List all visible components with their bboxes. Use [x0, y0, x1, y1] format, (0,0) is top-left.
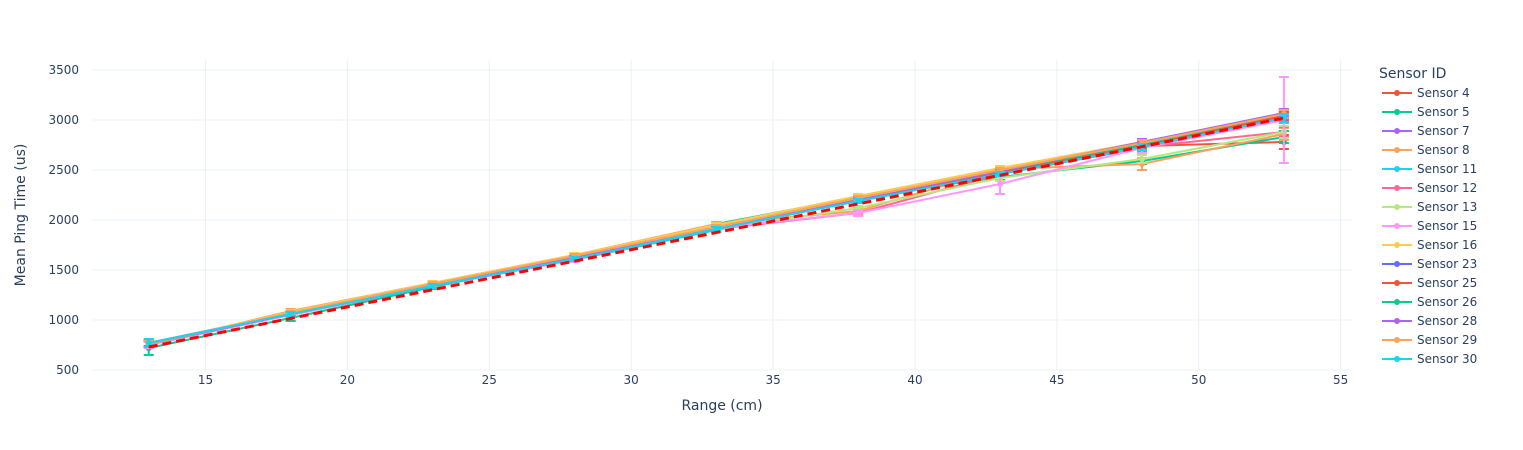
data-point — [855, 210, 862, 216]
data-point — [145, 340, 152, 346]
legend-swatch-marker — [1394, 223, 1400, 229]
y-axis-title: Mean Ping Time (us) — [13, 144, 29, 287]
data-point — [997, 181, 1004, 187]
data-point — [1139, 156, 1145, 162]
legend-title: Sensor ID — [1379, 66, 1446, 82]
legend-item: Sensor 23 — [1382, 257, 1477, 271]
legend-item: Sensor 16 — [1382, 238, 1477, 252]
legend-label: Sensor 28 — [1417, 314, 1477, 328]
x-tick-label: 55 — [1333, 373, 1348, 387]
legend-item: Sensor 25 — [1382, 276, 1477, 290]
data-point — [287, 311, 294, 317]
legend-item: Sensor 4 — [1382, 86, 1470, 100]
data-point — [429, 283, 436, 289]
legend-label: Sensor 15 — [1417, 219, 1477, 233]
legend-item: Sensor 28 — [1382, 314, 1477, 328]
legend-label: Sensor 4 — [1417, 86, 1470, 100]
legend-item: Sensor 15 — [1382, 219, 1477, 233]
data-point — [713, 226, 720, 232]
x-axis-title: Range (cm) — [681, 398, 762, 414]
legend-label: Sensor 12 — [1417, 181, 1477, 195]
legend-swatch-marker — [1394, 185, 1400, 191]
y-tick-label: 1500 — [48, 263, 79, 277]
legend-item: Sensor 29 — [1382, 333, 1477, 347]
y-tick-label: 3500 — [48, 63, 79, 77]
legend-item: Sensor 7 — [1382, 124, 1470, 138]
legend: Sensor ID Sensor 4 Sensor 5 Sensor 7 Sensor… — [1379, 66, 1477, 366]
legend-item: Sensor 11 — [1382, 162, 1477, 176]
legend-label: Sensor 8 — [1417, 143, 1470, 157]
axis-ticks: 15 20 25 30 35 40 45 50 55 500 1000 1500 2000 2500 300… — [48, 63, 1348, 387]
legend-swatch-marker — [1394, 356, 1400, 362]
legend-label: Sensor 5 — [1417, 105, 1470, 119]
y-tick-label: 2000 — [48, 213, 79, 227]
legend-swatch-marker — [1394, 90, 1400, 96]
legend-label: Sensor 16 — [1417, 238, 1477, 252]
legend-swatch-marker — [1394, 242, 1400, 248]
legend-swatch-marker — [1394, 261, 1400, 267]
legend-swatch-marker — [1394, 109, 1400, 115]
x-tick-label: 20 — [340, 373, 355, 387]
x-tick-label: 15 — [198, 373, 213, 387]
y-tick-label: 3000 — [48, 113, 79, 127]
x-tick-label: 40 — [907, 373, 922, 387]
legend-swatch-marker — [1394, 147, 1400, 153]
legend-swatch-marker — [1394, 318, 1400, 324]
legend-label: Sensor 30 — [1417, 352, 1477, 366]
legend-label: Sensor 11 — [1417, 162, 1477, 176]
legend-item: Sensor 12 — [1382, 181, 1477, 195]
reference-line — [148, 116, 1285, 349]
legend-swatch-marker — [1394, 128, 1400, 134]
legend-swatch-marker — [1394, 166, 1400, 172]
legend-swatch-marker — [1394, 204, 1400, 210]
y-tick-label: 2500 — [48, 163, 79, 177]
plot-area — [143, 76, 1289, 356]
legend-item: Sensor 26 — [1382, 295, 1477, 309]
legend-label: Sensor 23 — [1417, 257, 1477, 271]
legend-item: Sensor 5 — [1382, 105, 1470, 119]
x-tick-label: 50 — [1191, 373, 1206, 387]
legend-item: Sensor 13 — [1382, 200, 1477, 214]
y-tick-label: 500 — [56, 363, 79, 377]
data-point — [855, 198, 862, 204]
legend-item: Sensor 30 — [1382, 352, 1477, 366]
legend-label: Sensor 29 — [1417, 333, 1477, 347]
legend-label: Sensor 13 — [1417, 200, 1477, 214]
x-tick-label: 35 — [765, 373, 780, 387]
legend-label: Sensor 25 — [1417, 276, 1477, 290]
x-tick-label: 30 — [624, 373, 639, 387]
y-tick-label: 1000 — [48, 313, 79, 327]
legend-swatch-marker — [1394, 337, 1400, 343]
x-tick-label: 45 — [1049, 373, 1064, 387]
legend-item: Sensor 8 — [1382, 143, 1470, 157]
legend-swatch-marker — [1394, 280, 1400, 286]
legend-label: Sensor 7 — [1417, 124, 1470, 138]
legend-swatch-marker — [1394, 299, 1400, 305]
x-tick-label: 25 — [482, 373, 497, 387]
legend-label: Sensor 26 — [1417, 295, 1477, 309]
